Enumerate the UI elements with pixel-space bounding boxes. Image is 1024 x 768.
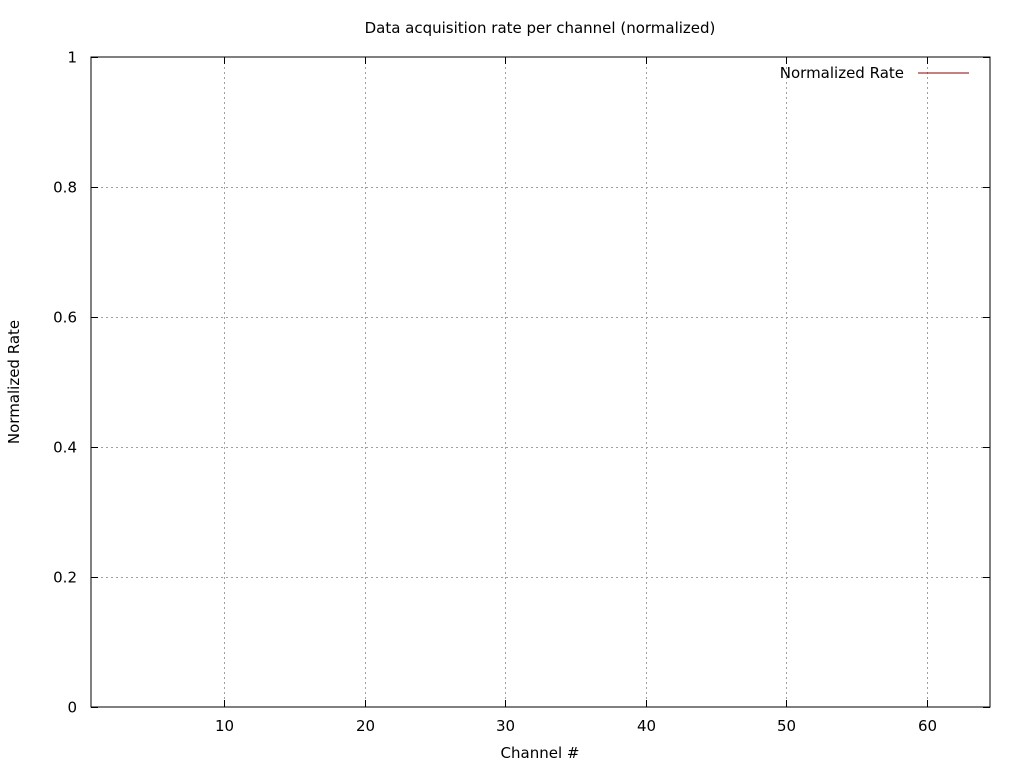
x-tick-label: 40 <box>637 717 656 735</box>
y-tick-label: 0 <box>67 699 77 717</box>
y-tick-label: 0.8 <box>53 179 77 197</box>
y-axis-label: Normalized Rate <box>5 320 23 444</box>
chart-title: Data acquisition rate per channel (norma… <box>365 19 716 37</box>
x-tick-label: 50 <box>777 717 796 735</box>
grid <box>91 57 990 707</box>
legend-label: Normalized Rate <box>780 64 904 82</box>
y-tick-label: 0.4 <box>53 439 77 457</box>
tick-labels: 10 20 30 40 50 60 0 0.2 0.4 0.6 0.8 1 <box>53 49 937 736</box>
x-tick-label: 20 <box>356 717 375 735</box>
y-tick-label: 0.2 <box>53 569 77 587</box>
legend: Normalized Rate <box>780 64 969 82</box>
x-tick-label: 10 <box>215 717 234 735</box>
x-axis-label: Channel # <box>501 744 580 762</box>
y-tick-label: 0.6 <box>53 309 77 327</box>
y-tick-label: 1 <box>67 49 77 67</box>
plot-area-border <box>90 56 991 708</box>
x-tick-label: 30 <box>496 717 515 735</box>
x-tick-label: 60 <box>918 717 937 735</box>
